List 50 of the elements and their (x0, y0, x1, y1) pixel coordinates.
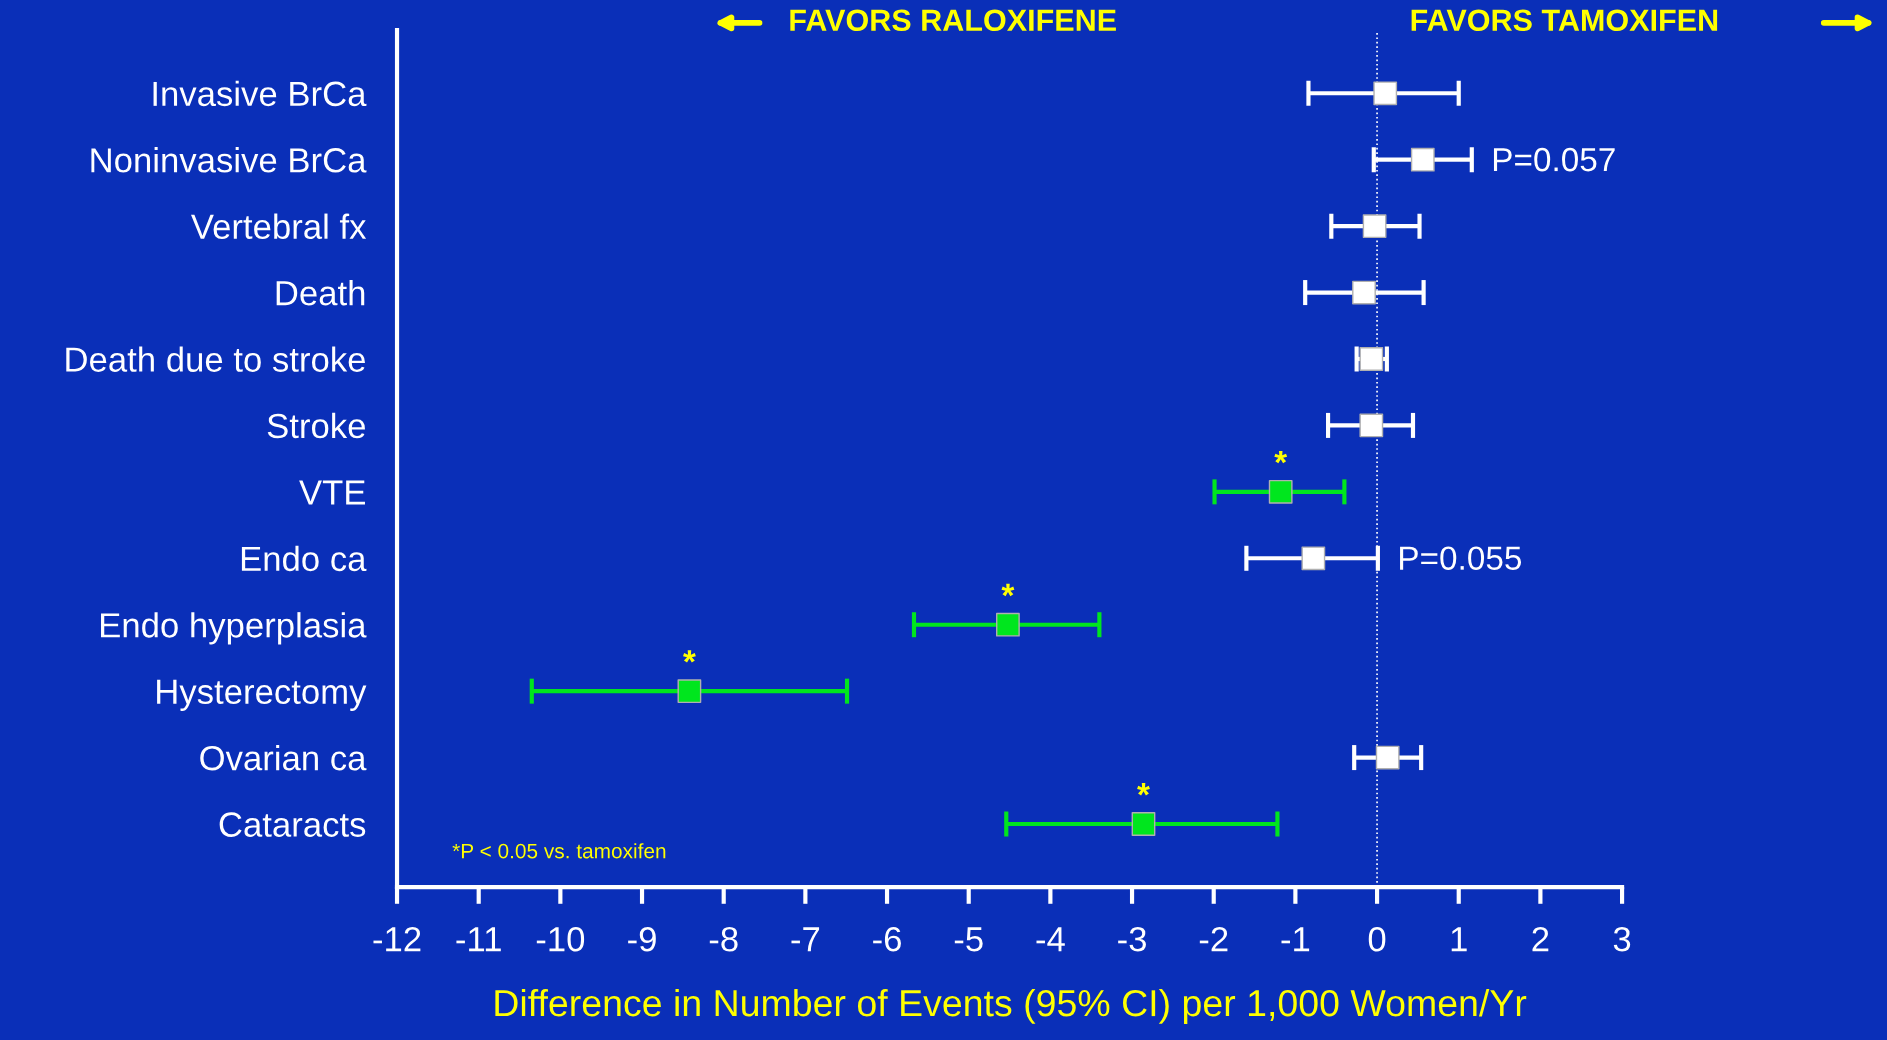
x-tick-label: -1 (1281, 927, 1310, 952)
annotation: * (683, 650, 696, 663)
x-tick-label: -6 (873, 926, 901, 952)
y-tick-label: Stroke (267, 412, 365, 439)
point (1362, 214, 1387, 239)
point (1359, 413, 1384, 438)
x-tick-label: -11 (456, 927, 501, 952)
point (1375, 745, 1400, 770)
point (996, 612, 1020, 637)
annotation: FAVORS TAMOXIFEN (1411, 9, 1718, 32)
annotation: * (1137, 783, 1150, 796)
annotation: * (1001, 583, 1015, 597)
annotation: P=0.057 (1493, 147, 1615, 172)
x-tick-label: -8 (709, 926, 738, 952)
x-tick-label: -5 (954, 927, 983, 952)
x-tick-label: 3 (1613, 926, 1631, 952)
x-tick-label: -7 (791, 927, 820, 952)
point (1359, 347, 1384, 371)
x-tick-label: -2 (1199, 926, 1228, 952)
annotation: *P < 0.05 vs. tamoxifen (452, 843, 666, 859)
y-tick-label: Ovarian ca (200, 745, 367, 771)
point (1373, 81, 1398, 106)
x-tick-label: 1 (1451, 927, 1467, 952)
annotation: FAVORS RALOXIFENE (790, 9, 1116, 32)
y-tick-label: Invasive BrCa (153, 80, 367, 107)
x-tick-label: -3 (1118, 926, 1146, 952)
point (1410, 147, 1435, 172)
x-tick-label: -9 (628, 926, 656, 952)
y-tick-label: Hysterectomy (157, 679, 367, 711)
point (677, 679, 702, 704)
annotation: * (1274, 450, 1288, 464)
x-tick-label: 0 (1368, 926, 1386, 952)
point (1352, 280, 1376, 305)
point (1268, 479, 1293, 504)
point (1131, 812, 1156, 836)
x-tick-label: -10 (536, 926, 585, 952)
y-tick-label: Endo ca (241, 545, 367, 572)
point (1301, 546, 1326, 571)
y-tick-label: Endo hyperplasia (101, 612, 367, 645)
y-tick-label: VTE (299, 480, 365, 505)
x-tick-label: -12 (373, 926, 421, 952)
y-tick-label: Noninvasive BrCa (91, 147, 367, 173)
y-tick-label: Death due to stroke (66, 346, 365, 372)
x-axis-title: Difference in Number of Events (95% CI) per 1,000 Women/Yr (495, 988, 1527, 1024)
x-tick-label: 2 (1532, 926, 1549, 952)
x-tick-label: -4 (1036, 927, 1065, 952)
y-tick-label: Death (276, 279, 365, 306)
y-tick-label: Vertebral fx (191, 213, 367, 240)
y-tick-label: Cataracts (219, 812, 366, 837)
annotation: P=0.055 (1400, 546, 1522, 571)
